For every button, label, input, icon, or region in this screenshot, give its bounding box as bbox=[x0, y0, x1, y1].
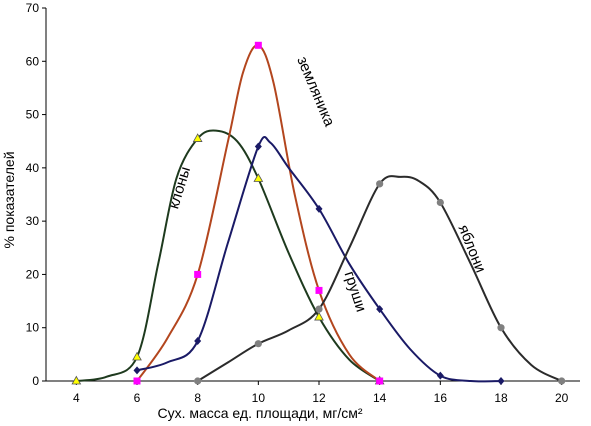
x-tick-label: 14 bbox=[373, 391, 387, 405]
marker-zemlyanika bbox=[254, 41, 262, 49]
marker-yabloni bbox=[194, 377, 202, 385]
y-tick-label: 50 bbox=[26, 108, 40, 122]
marker-yabloni bbox=[558, 377, 566, 385]
series-label-grushi: груши bbox=[341, 269, 370, 314]
marker-klony bbox=[192, 133, 203, 142]
x-tick-label: 10 bbox=[252, 391, 266, 405]
marker-klony bbox=[314, 311, 324, 321]
marker-yabloni bbox=[254, 340, 262, 348]
series-label-klony: клоны bbox=[165, 165, 194, 211]
marker-grushi bbox=[133, 366, 141, 375]
marker-yabloni bbox=[497, 324, 505, 332]
x-tick-label: 16 bbox=[434, 391, 448, 405]
marker-grushi bbox=[497, 377, 505, 385]
marker-grushi bbox=[376, 305, 384, 314]
y-tick-label: 40 bbox=[26, 161, 40, 175]
marker-yabloni bbox=[315, 305, 323, 313]
marker-grushi bbox=[254, 142, 262, 151]
series-line-klony bbox=[76, 129, 381, 382]
marker-yabloni bbox=[436, 198, 444, 207]
y-tick-label: 0 bbox=[32, 374, 39, 388]
marker-zemlyanika bbox=[194, 270, 202, 278]
marker-klony bbox=[253, 173, 264, 182]
x-tick-label: 12 bbox=[312, 391, 326, 405]
marker-grushi bbox=[315, 204, 323, 213]
series-line-yabloni bbox=[197, 175, 563, 382]
x-tick-label: 6 bbox=[134, 391, 141, 405]
y-tick-label: 10 bbox=[26, 321, 40, 335]
marker-yabloni bbox=[376, 180, 384, 188]
series-label-zemlyanika: земляника bbox=[293, 54, 338, 129]
x-tick-label: 18 bbox=[494, 391, 508, 405]
x-tick-label: 4 bbox=[73, 391, 80, 405]
series-label-yabloni: яблони bbox=[455, 222, 489, 275]
x-tick-label: 20 bbox=[555, 391, 569, 405]
series-line-grushi bbox=[136, 136, 502, 383]
marker-zemlyanika bbox=[376, 377, 384, 385]
series-line-zemlyanika bbox=[136, 44, 381, 382]
y-axis-title: % показателей bbox=[1, 151, 17, 248]
marker-zemlyanika bbox=[133, 377, 141, 385]
y-tick-label: 30 bbox=[26, 214, 40, 228]
y-tick-label: 70 bbox=[26, 1, 40, 15]
marker-klony bbox=[132, 351, 142, 361]
y-tick-label: 20 bbox=[26, 267, 40, 281]
x-tick-label: 8 bbox=[194, 391, 201, 405]
marker-grushi bbox=[194, 337, 202, 346]
marker-klony bbox=[71, 375, 82, 385]
y-tick-label: 60 bbox=[26, 54, 40, 68]
plot-area: 0 10 20 30 40 50 60 70 4 6 8 10 12 14 16 18 20 клоны земля… bbox=[26, 1, 580, 405]
marker-zemlyanika bbox=[315, 286, 323, 294]
x-axis-title: Сух. масса ед. площади, мг/см² bbox=[157, 405, 362, 421]
marker-grushi bbox=[436, 371, 444, 380]
